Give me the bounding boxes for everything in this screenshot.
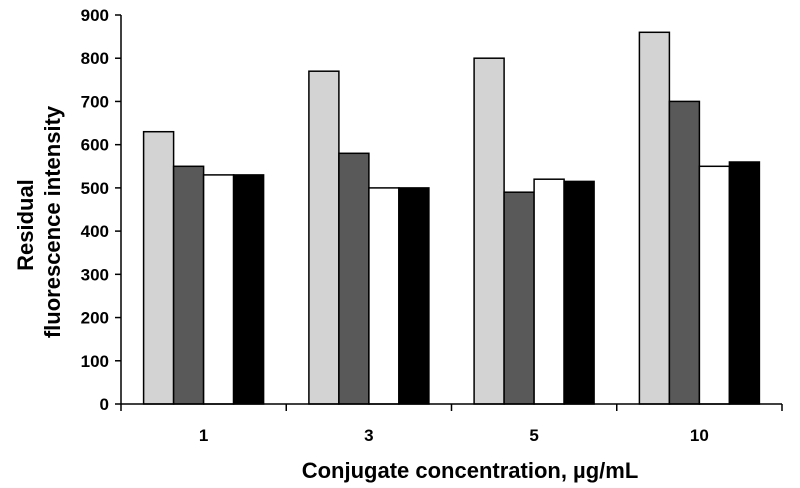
x-tick-label: 3 [364, 426, 373, 445]
x-axis-title: Conjugate concentration, µg/mL [302, 458, 639, 483]
bars-group [142, 31, 761, 405]
y-tick-label: 700 [81, 92, 109, 111]
x-tick-label: 5 [529, 426, 538, 445]
bar-series3-cat-10 [698, 165, 731, 405]
bar-series2-cat-3 [338, 152, 370, 405]
y-tick-label: 800 [81, 49, 109, 68]
bar-series4-cat-3 [398, 187, 430, 405]
bar-series2-cat-5 [503, 191, 535, 405]
bar-series4-cat-10 [728, 161, 761, 405]
bar-series3-cat-5 [533, 178, 565, 405]
x-tick-label: 10 [690, 426, 709, 445]
bar-series4-cat-1 [232, 174, 265, 405]
bar-series2-cat-1 [172, 165, 205, 405]
bar-series3-cat-3 [368, 187, 400, 405]
y-tick-label: 500 [81, 179, 109, 198]
y-axis-title: Residual fluorescence intensity [13, 105, 65, 338]
y-tick-label: 0 [100, 395, 109, 414]
y-axis-title-line-2: fluorescence intensity [40, 105, 65, 338]
bar-series4-cat-5 [563, 180, 595, 405]
bar-series3-cat-1 [202, 174, 235, 405]
y-axis-title-line-1: Residual [13, 179, 38, 271]
x-ticks-group: 1 3 5 10 [120, 404, 783, 445]
y-tick-label: 100 [81, 352, 109, 371]
bar-series2-cat-10 [668, 100, 701, 405]
y-tick-label: 200 [81, 309, 109, 328]
y-tick-label: 400 [81, 222, 109, 241]
bar-series1-cat-1 [142, 130, 175, 405]
bar-series1-cat-5 [473, 57, 505, 405]
bar-series1-cat-10 [638, 31, 671, 405]
y-tick-label: 900 [81, 6, 109, 25]
x-tick-label: 1 [199, 426, 208, 445]
y-tick-label: 600 [81, 136, 109, 155]
y-tick-label: 300 [81, 265, 109, 284]
y-ticks-group: 0 100 200 300 400 500 600 700 800 900 [81, 6, 121, 414]
bar-series1-cat-3 [308, 70, 340, 405]
